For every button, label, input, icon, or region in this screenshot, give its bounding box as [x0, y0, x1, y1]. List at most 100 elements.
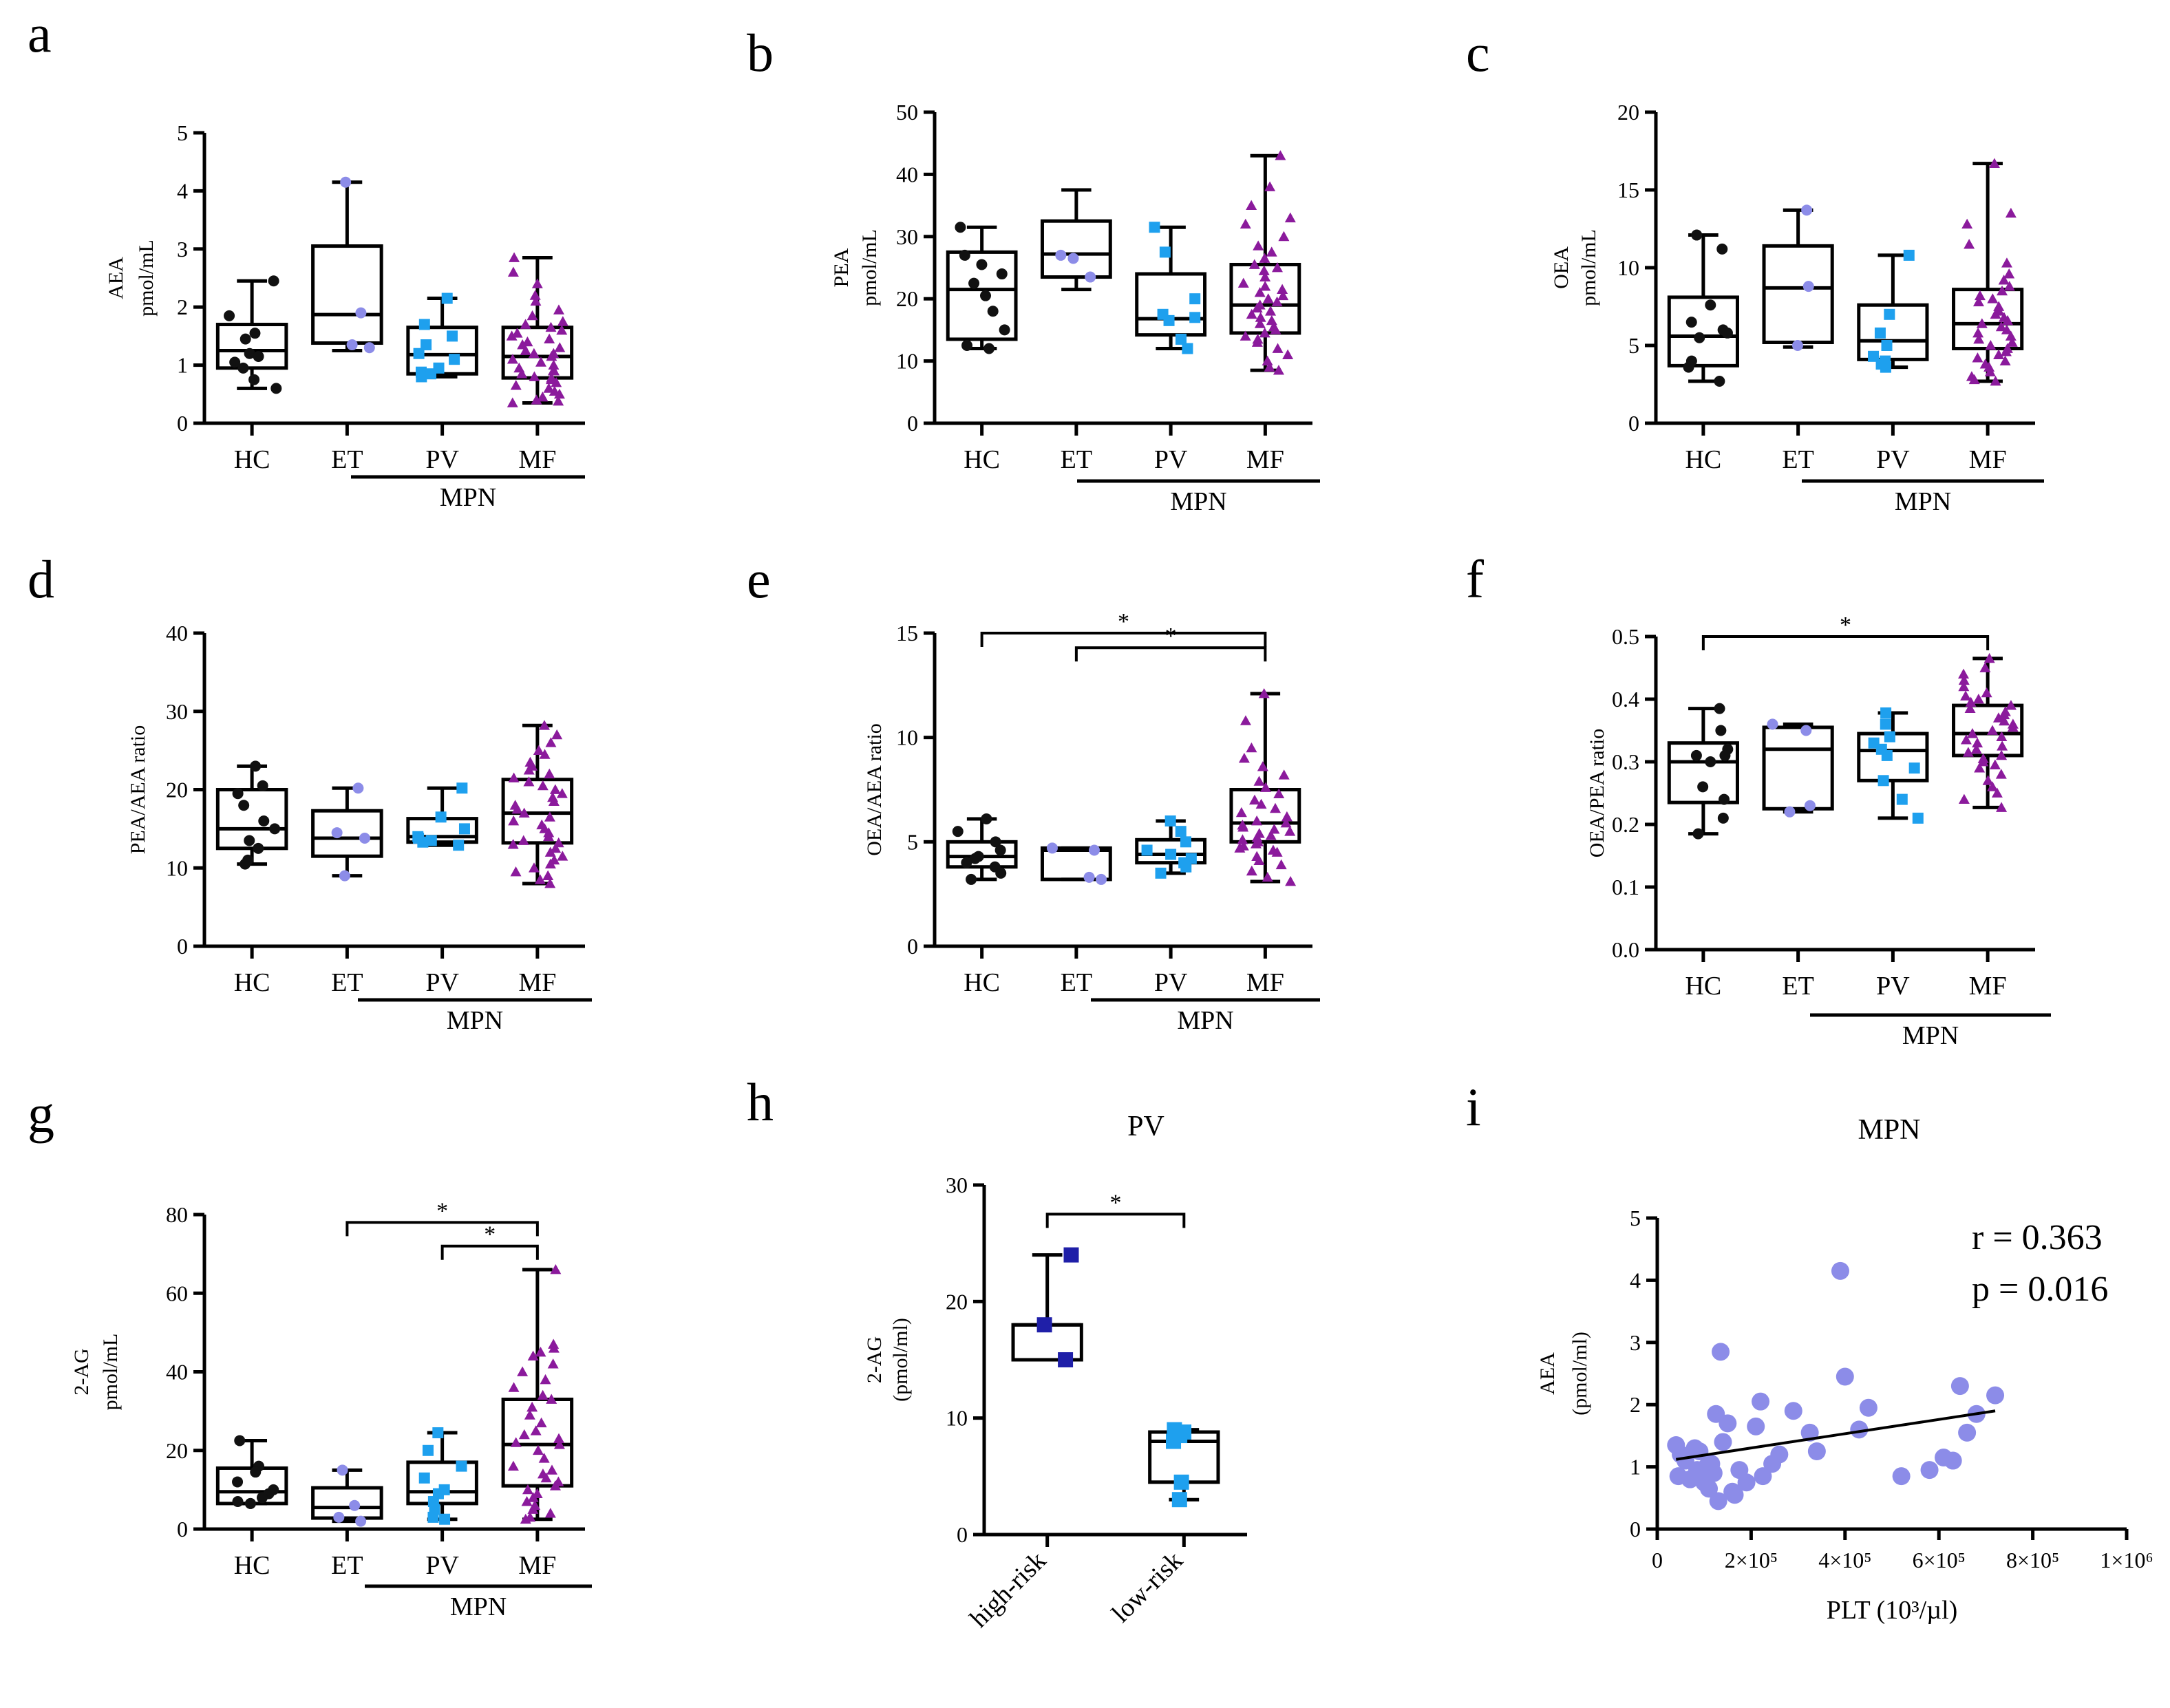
data-point [1964, 239, 1975, 249]
box [406, 1460, 478, 1506]
data-point [1987, 293, 1999, 303]
panel-letter: h [747, 1072, 774, 1132]
data-point [1968, 374, 1980, 385]
data-point [1237, 834, 1248, 844]
y-tick-label: 30 [946, 1173, 968, 1197]
data-point [1987, 781, 1999, 791]
x-tick-label: ET [331, 1551, 363, 1580]
data-point [990, 836, 1001, 848]
data-point [535, 1417, 547, 1428]
significance-bracket [1074, 646, 1267, 662]
data-point [1912, 812, 1924, 824]
y-tick-label: 0 [1628, 411, 1639, 436]
significance-bracket [440, 1244, 539, 1260]
data-point [1958, 668, 1970, 679]
data-point [240, 333, 251, 345]
y-tick-label: 0 [907, 934, 918, 959]
y-tick-label: 0 [177, 934, 188, 959]
x-tick-label: HC [1685, 445, 1721, 474]
data-point [232, 1496, 244, 1508]
data-point [355, 307, 367, 319]
data-point [1176, 333, 1187, 345]
panel-letter: i [1466, 1077, 1481, 1137]
box [501, 1397, 574, 1488]
x-tick-label: MF [1246, 445, 1284, 474]
x-tick-label: HC [964, 445, 1000, 474]
x-tick-label: MF [518, 968, 556, 997]
data-point [521, 1496, 533, 1506]
data-point [539, 749, 551, 759]
x-tick-label: PV [425, 1551, 459, 1580]
data-point [425, 368, 437, 380]
y-tick-label: 20 [946, 1289, 968, 1314]
data-point [1791, 340, 1803, 351]
data-point [1985, 340, 1997, 350]
scatter-point [1752, 1392, 1770, 1411]
data-point [527, 1504, 539, 1514]
data-point [1705, 299, 1716, 311]
data-point [520, 345, 531, 355]
data-point [2002, 314, 2014, 325]
significance-bracket [980, 632, 1267, 647]
data-point [256, 1492, 268, 1504]
y-tick-label: 20 [896, 286, 918, 311]
data-point [253, 350, 264, 362]
data-point [1714, 703, 1725, 714]
data-point [1257, 761, 1268, 771]
box [1135, 272, 1207, 337]
data-point [983, 343, 995, 354]
data-point [1802, 281, 1814, 292]
y-tick-label: 20 [166, 1438, 188, 1463]
data-point [1972, 296, 1984, 307]
data-point [1999, 709, 2010, 720]
data-point [531, 278, 543, 288]
data-point [349, 1499, 361, 1511]
data-point [1278, 769, 1290, 780]
y-tick-label: 20 [166, 778, 188, 802]
data-point [268, 275, 279, 287]
data-point [516, 368, 528, 378]
data-point [557, 851, 568, 861]
data-point [545, 321, 557, 332]
data-point [422, 1444, 434, 1456]
box [1135, 837, 1207, 865]
scatter-point [1747, 1417, 1765, 1435]
data-point [508, 772, 520, 782]
data-point [1988, 158, 2000, 168]
data-point [987, 306, 999, 317]
data-point [1246, 200, 1257, 210]
data-point [337, 1464, 348, 1476]
data-point [1694, 332, 1705, 343]
data-point [527, 1350, 539, 1361]
significance-star: * [1840, 612, 1851, 638]
scatter-point [1859, 1398, 1878, 1417]
data-point [2007, 721, 2019, 732]
data-point [1958, 674, 1970, 685]
x-tick-label: PV [425, 968, 459, 997]
data-point [1164, 815, 1176, 826]
x-tick-label: MF [1969, 445, 2007, 474]
data-point [546, 1464, 557, 1475]
box [1762, 725, 1834, 811]
data-point [1874, 327, 1886, 339]
data-point [270, 383, 282, 394]
box [1040, 846, 1112, 882]
data-point [1240, 218, 1251, 229]
x-tick-label: HC [234, 1551, 270, 1580]
data-point [1165, 848, 1177, 860]
data-point [537, 392, 549, 402]
data-point [1767, 718, 1778, 730]
data-point [416, 371, 427, 383]
data-point [1254, 287, 1266, 297]
data-point [995, 867, 1007, 879]
data-point [526, 1401, 538, 1412]
y-axis-label: 2-AG [863, 1336, 886, 1383]
data-point [1285, 875, 1297, 886]
data-point [1958, 793, 1970, 804]
data-point [520, 319, 531, 329]
data-point [1999, 715, 2010, 726]
data-point [524, 1409, 535, 1420]
y-axis-label: AEA [105, 257, 127, 299]
data-point [544, 768, 555, 779]
panel-letter: b [747, 23, 774, 83]
